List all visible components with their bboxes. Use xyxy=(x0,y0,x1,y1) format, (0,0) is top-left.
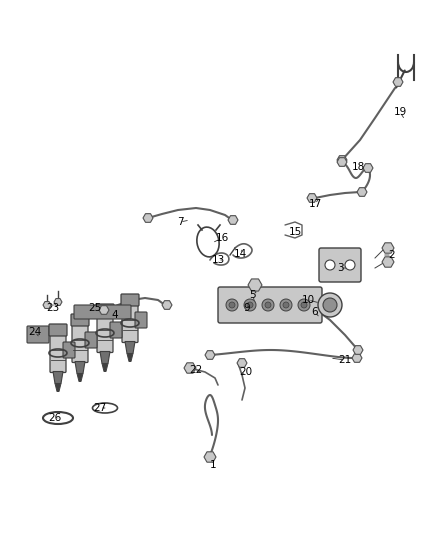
Polygon shape xyxy=(382,257,394,267)
FancyBboxPatch shape xyxy=(135,312,147,328)
Text: 22: 22 xyxy=(189,365,203,375)
Polygon shape xyxy=(54,298,62,305)
Polygon shape xyxy=(100,351,110,364)
Polygon shape xyxy=(143,214,153,222)
Polygon shape xyxy=(99,305,109,314)
Polygon shape xyxy=(53,372,63,384)
Text: 16: 16 xyxy=(215,233,229,243)
Circle shape xyxy=(262,299,274,311)
Circle shape xyxy=(229,302,235,308)
Circle shape xyxy=(301,302,307,308)
Polygon shape xyxy=(127,353,133,361)
FancyBboxPatch shape xyxy=(110,322,122,338)
Text: 15: 15 xyxy=(288,227,302,237)
Polygon shape xyxy=(228,216,238,224)
FancyBboxPatch shape xyxy=(96,304,114,316)
Text: 14: 14 xyxy=(233,249,247,259)
FancyBboxPatch shape xyxy=(74,305,131,319)
Text: 2: 2 xyxy=(389,250,396,260)
Polygon shape xyxy=(307,193,317,203)
Polygon shape xyxy=(352,354,362,362)
Text: 18: 18 xyxy=(351,162,364,172)
Text: 4: 4 xyxy=(112,310,118,320)
Polygon shape xyxy=(363,164,373,172)
FancyBboxPatch shape xyxy=(27,326,49,343)
Text: 9: 9 xyxy=(244,303,250,313)
FancyBboxPatch shape xyxy=(49,324,67,336)
Text: 20: 20 xyxy=(240,367,253,377)
Circle shape xyxy=(244,299,256,311)
FancyBboxPatch shape xyxy=(97,312,113,352)
Text: 7: 7 xyxy=(177,217,184,227)
Circle shape xyxy=(247,302,253,308)
FancyBboxPatch shape xyxy=(122,302,138,343)
Text: 23: 23 xyxy=(46,303,60,313)
Text: 5: 5 xyxy=(250,290,256,300)
Polygon shape xyxy=(43,302,51,309)
Text: 13: 13 xyxy=(212,255,225,265)
Polygon shape xyxy=(382,243,394,253)
Polygon shape xyxy=(237,359,247,367)
Polygon shape xyxy=(204,452,216,462)
Text: 26: 26 xyxy=(48,413,62,423)
FancyBboxPatch shape xyxy=(71,314,89,326)
Text: 6: 6 xyxy=(312,307,318,317)
Circle shape xyxy=(280,299,292,311)
Polygon shape xyxy=(353,346,363,354)
Text: 17: 17 xyxy=(308,199,321,209)
Circle shape xyxy=(298,299,310,311)
Circle shape xyxy=(325,260,335,270)
Polygon shape xyxy=(125,342,135,353)
Polygon shape xyxy=(75,361,85,374)
FancyBboxPatch shape xyxy=(218,287,322,323)
Circle shape xyxy=(226,299,238,311)
Polygon shape xyxy=(393,78,403,86)
Circle shape xyxy=(283,302,289,308)
Text: 27: 27 xyxy=(93,403,106,413)
Text: 24: 24 xyxy=(28,327,42,337)
Circle shape xyxy=(265,302,271,308)
Text: 1: 1 xyxy=(210,460,216,470)
Polygon shape xyxy=(77,374,83,382)
Polygon shape xyxy=(248,279,262,291)
Polygon shape xyxy=(357,188,367,196)
Polygon shape xyxy=(55,384,61,392)
FancyBboxPatch shape xyxy=(50,332,66,373)
Text: 3: 3 xyxy=(337,263,343,273)
Polygon shape xyxy=(184,363,196,373)
Polygon shape xyxy=(162,301,172,309)
FancyBboxPatch shape xyxy=(319,248,361,282)
Polygon shape xyxy=(205,351,215,359)
FancyBboxPatch shape xyxy=(121,294,139,306)
Text: 10: 10 xyxy=(301,295,314,305)
Polygon shape xyxy=(102,364,108,372)
Text: 25: 25 xyxy=(88,303,102,313)
Polygon shape xyxy=(337,156,347,164)
FancyBboxPatch shape xyxy=(72,322,88,362)
Text: 21: 21 xyxy=(339,355,352,365)
FancyBboxPatch shape xyxy=(63,342,75,358)
Polygon shape xyxy=(337,158,347,166)
Circle shape xyxy=(323,298,337,312)
Circle shape xyxy=(345,260,355,270)
Circle shape xyxy=(318,293,342,317)
FancyBboxPatch shape xyxy=(85,332,97,348)
Text: 19: 19 xyxy=(393,107,406,117)
